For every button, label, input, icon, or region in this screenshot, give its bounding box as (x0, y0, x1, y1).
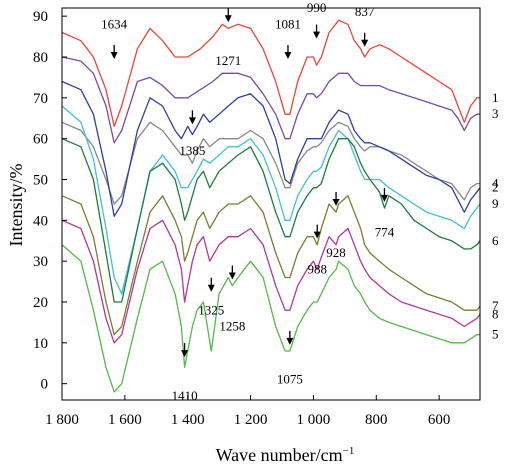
annotation-arrow-head (228, 272, 236, 280)
y-tick-label: 60 (33, 132, 48, 148)
series-line-2 (61, 80, 481, 217)
annotation-label: 1258 (219, 319, 245, 334)
y-tick-label: 20 (33, 295, 48, 311)
annotation-label: 774 (375, 225, 395, 240)
x-axis-title-main: Wave number/cm (216, 445, 343, 465)
series-label-1: 1 (492, 90, 499, 105)
series-labels: 13 429 6 78 5 (492, 90, 499, 342)
y-axis-title: Intensity/% (6, 164, 26, 247)
series-label-2: 2 (492, 180, 499, 195)
x-axis-title-sup: −1 (343, 445, 355, 457)
annotation-arrow-head (286, 337, 294, 345)
annotation-arrow-head (181, 350, 189, 358)
series-label-9: 9 (492, 196, 499, 211)
series-line-6 (61, 138, 481, 303)
annotation-arrows (110, 8, 388, 358)
x-tick-label: 1 200 (234, 412, 268, 428)
y-tick-label: 50 (33, 173, 48, 189)
annotation-arrow-head (313, 31, 321, 39)
annotation-label: 988 (307, 261, 327, 276)
series-label-4: 4 (492, 176, 499, 191)
annotation-arrow-head (361, 39, 369, 47)
series-label-6: 6 (492, 233, 499, 248)
series-label-3: 3 (492, 106, 499, 121)
annotation-arrow-head (284, 52, 292, 59)
series-label-7: 7 (492, 298, 499, 313)
series-line-3 (61, 56, 480, 144)
x-tick-label: 1 600 (108, 412, 142, 428)
annotation-arrow-head (110, 52, 118, 59)
annotation-label: 1075 (277, 372, 303, 387)
series-label-5: 5 (492, 327, 499, 342)
x-axis-title: Wave number/cm−1 (216, 445, 355, 465)
annotation-arrow-head (207, 284, 215, 292)
y-tick-label: 90 (33, 9, 48, 25)
y-tick-label: 10 (33, 336, 48, 352)
y-tick-label: 40 (33, 213, 48, 229)
annotation-label: 1410 (172, 388, 198, 403)
annotation-arrow-head (332, 199, 340, 206)
annotation-label: 837 (355, 4, 375, 19)
series-line-4 (61, 121, 480, 205)
y-tick-label: 0 (41, 377, 49, 393)
annotation-label: 928 (326, 245, 346, 260)
annotation-label: 1271 (215, 53, 241, 68)
annotation-label: 1385 (179, 143, 205, 158)
axes: 1 800 1 600 1 400 1 200 1 000 800 600 0 10 20 30 40… (33, 7, 481, 428)
y-tick-label: 70 (33, 91, 48, 107)
series-label-8: 8 (492, 306, 499, 321)
annotation-label: 1081 (275, 16, 301, 31)
annotation-label: 1325 (198, 302, 224, 317)
series-line-1 (61, 19, 480, 128)
series-line-8 (61, 219, 481, 344)
y-tick-label: 80 (33, 50, 48, 66)
x-tick-label: 1 800 (45, 412, 79, 428)
plot-frame (61, 7, 481, 401)
series-line-7 (61, 195, 481, 336)
x-tick-label: 1 400 (171, 412, 205, 428)
annotation-label: 1634 (101, 16, 128, 31)
annotation-arrow-head (224, 15, 232, 23)
annotation-arrow-head (313, 231, 321, 239)
series-line-5 (61, 244, 480, 393)
x-tick-label: 1 000 (297, 412, 331, 428)
series-line-9 (61, 105, 481, 295)
x-tick-label: 600 (428, 412, 451, 428)
x-tick-label: 800 (365, 412, 388, 428)
annotation-arrow-head (188, 117, 196, 125)
y-tick-label: 30 (33, 254, 48, 270)
series-group (61, 19, 481, 393)
annotation-arrow-head (380, 194, 388, 202)
